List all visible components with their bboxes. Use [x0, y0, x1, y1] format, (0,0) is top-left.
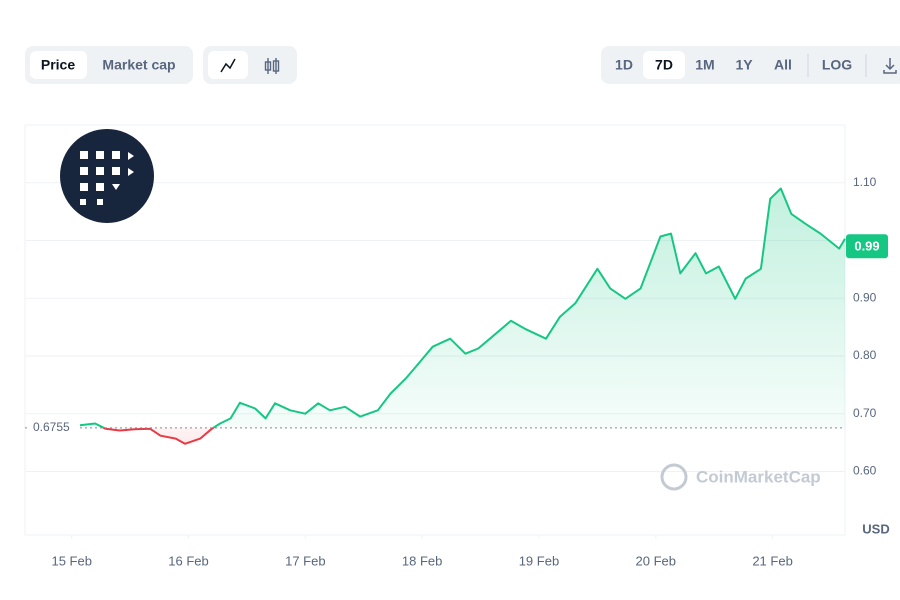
price-area — [79, 188, 845, 444]
current-price-label: 0.99 — [854, 239, 879, 254]
log-button[interactable]: LOG — [822, 57, 852, 73]
current-price-tag — [846, 234, 888, 259]
y-tick-label: 1.10 — [853, 175, 877, 189]
y-tick-label: 0.80 — [853, 348, 877, 362]
download-icon[interactable] — [883, 58, 897, 74]
range-button[interactable]: 1M — [695, 57, 714, 73]
x-tick-label: 19 Feb — [519, 553, 559, 568]
coin-logo-mark — [80, 151, 134, 205]
watermark-logo — [660, 463, 688, 491]
coin-logo — [60, 129, 154, 223]
y-tick-label: 0.60 — [853, 464, 877, 478]
x-tick-label: 15 Feb — [51, 553, 91, 568]
range-active-bg — [643, 51, 685, 79]
x-tick-label: 20 Feb — [636, 553, 676, 568]
price-line — [79, 187, 846, 445]
watermark: CoinMarketCap — [696, 467, 821, 486]
x-tick-label: 21 Feb — [752, 553, 792, 568]
candle-icon[interactable] — [264, 58, 280, 74]
tab[interactable]: Market cap — [102, 57, 175, 73]
y-tick-label: 0.70 — [853, 406, 877, 420]
baseline-label: 0.6755 — [33, 420, 70, 434]
tab-active-bg — [30, 51, 87, 79]
range-button[interactable]: 1D — [615, 57, 633, 73]
y-tick-label: 0.90 — [853, 290, 877, 304]
x-tick-label: 17 Feb — [285, 553, 325, 568]
baseline-label-bg — [28, 418, 80, 437]
range-button[interactable]: 7D — [655, 57, 673, 73]
line-icon — [220, 58, 236, 73]
range-button[interactable]: 1Y — [735, 57, 753, 73]
x-tick-label: 16 Feb — [168, 553, 208, 568]
unit-label: USD — [862, 521, 889, 536]
tab[interactable]: Price — [41, 57, 75, 73]
x-tick-label: 18 Feb — [402, 553, 442, 568]
range-button[interactable]: All — [774, 57, 792, 73]
